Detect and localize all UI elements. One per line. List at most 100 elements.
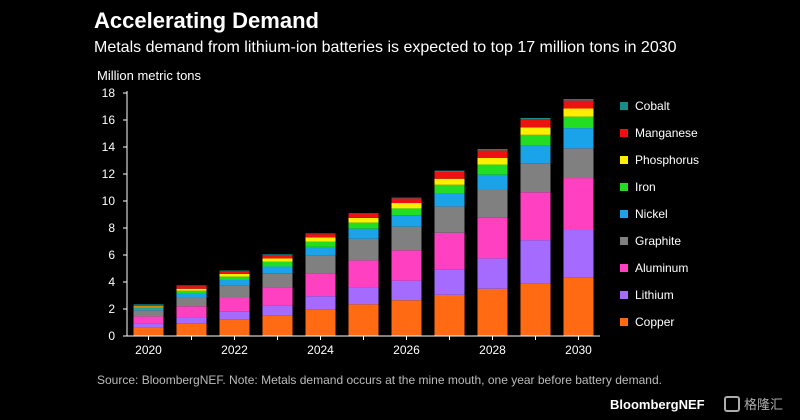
- bar-segment-cobalt: [477, 149, 508, 151]
- bar-segment-cobalt: [262, 254, 293, 255]
- y-tick-label: 18: [102, 86, 116, 100]
- bar-segment-copper: [262, 315, 293, 336]
- bar-segment-graphite: [305, 255, 336, 274]
- bar-segment-copper: [219, 319, 250, 336]
- bar-segment-manganese: [391, 198, 422, 204]
- legend-swatch-cobalt: [620, 102, 628, 110]
- bar-segment-manganese: [563, 100, 594, 109]
- bar-segment-graphite: [391, 226, 422, 251]
- bar-segment-lithium: [563, 230, 594, 278]
- bar-segment-iron: [305, 241, 336, 247]
- bar-segment-copper: [391, 300, 422, 336]
- bar-segment-aluminum: [219, 297, 250, 312]
- legend-label-iron: Iron: [635, 180, 656, 194]
- bar-segment-aluminum: [563, 178, 594, 231]
- bar-segment-nickel: [133, 308, 164, 311]
- bar-segment-copper: [434, 294, 465, 336]
- x-tick-label: 2024: [307, 343, 334, 357]
- bar-segment-graphite: [520, 163, 551, 193]
- bar-segment-aluminum: [176, 306, 207, 318]
- bar-segment-phosphorus: [391, 203, 422, 209]
- legend-label-lithium: Lithium: [635, 288, 674, 302]
- bar-segment-nickel: [520, 145, 551, 164]
- bar-segment-lithium: [391, 280, 422, 301]
- bar-segment-cobalt: [219, 270, 250, 272]
- bar-segment-aluminum: [434, 232, 465, 270]
- bar-segment-nickel: [176, 293, 207, 298]
- bar-segment-lithium: [305, 296, 336, 310]
- x-tick-label: 2020: [135, 343, 162, 357]
- bar-segment-lithium: [133, 323, 164, 328]
- bar-segment-manganese: [520, 119, 551, 128]
- bar-segment-phosphorus: [133, 306, 164, 307]
- bar-segment-iron: [219, 276, 250, 280]
- bar-segment-lithium: [434, 269, 465, 295]
- chart-subtitle: Metals demand from lithium-ion batteries…: [94, 39, 677, 56]
- watermark: 格隆汇: [724, 394, 783, 413]
- bar-segment-cobalt: [563, 99, 594, 101]
- legend-label-cobalt: Cobalt: [635, 99, 670, 113]
- bar-segment-iron: [563, 116, 594, 129]
- bar-segment-graphite: [348, 238, 379, 261]
- bar-segment-phosphorus: [262, 258, 293, 262]
- bar-segment-manganese: [348, 213, 379, 218]
- bar-segment-graphite: [262, 273, 293, 288]
- bar-segment-phosphorus: [563, 108, 594, 117]
- bar-segment-aluminum: [520, 192, 551, 241]
- bar-segment-iron: [348, 222, 379, 229]
- bar-segment-lithium: [520, 240, 551, 284]
- bar-segment-lithium: [219, 311, 250, 320]
- bar-segment-phosphorus: [520, 127, 551, 135]
- bar-segment-graphite: [176, 297, 207, 307]
- legend-label-phosphorus: Phosphorus: [635, 153, 699, 167]
- y-tick-label: 10: [102, 194, 116, 208]
- bar-segment-iron: [262, 261, 293, 267]
- y-axis-label: Million metric tons: [97, 68, 202, 83]
- bar-segment-aluminum: [305, 273, 336, 297]
- bar-segment-aluminum: [348, 260, 379, 288]
- bar-segment-manganese: [176, 286, 207, 289]
- bar-segment-iron: [477, 164, 508, 175]
- bar-segment-copper: [133, 327, 164, 336]
- bar-segment-lithium: [176, 317, 207, 324]
- bar-segment-graphite: [563, 148, 594, 179]
- bar-segment-cobalt: [348, 213, 379, 214]
- bar-segment-cobalt: [520, 117, 551, 120]
- bar-segment-copper: [477, 288, 508, 336]
- y-tick-label: 4: [108, 275, 115, 289]
- y-tick-label: 14: [102, 140, 116, 154]
- watermark-text: 格隆汇: [744, 398, 784, 413]
- bar-segment-graphite: [219, 285, 250, 298]
- bar-segment-graphite: [434, 206, 465, 233]
- bar-segment-copper: [563, 277, 594, 336]
- bar-segment-nickel: [262, 266, 293, 274]
- bar-segment-manganese: [219, 271, 250, 274]
- source-note: Source: BloombergNEF. Note: Metals deman…: [97, 373, 662, 387]
- y-tick-label: 2: [108, 302, 115, 316]
- x-tick-label: 2026: [393, 343, 420, 357]
- y-tick-label: 0: [108, 329, 115, 343]
- bar-segment-phosphorus: [176, 288, 207, 291]
- legend-label-aluminum: Aluminum: [635, 261, 688, 275]
- bar-segment-copper: [520, 283, 551, 336]
- y-tick-label: 6: [108, 248, 115, 262]
- bar-segment-copper: [348, 304, 379, 336]
- watermark-logo-icon: [724, 395, 740, 412]
- bar-segment-lithium: [262, 305, 293, 316]
- legend-swatch-aluminum: [620, 264, 628, 272]
- bar-segment-nickel: [348, 228, 379, 239]
- bar-segment-nickel: [477, 174, 508, 190]
- bar-segment-aluminum: [262, 287, 293, 306]
- legend-swatch-manganese: [620, 129, 628, 137]
- chart-title: Accelerating Demand: [94, 8, 319, 33]
- bar-segment-lithium: [477, 258, 508, 289]
- bar-segment-graphite: [133, 310, 164, 317]
- plot-area: 0 2 4 6 8 10 12 14 16 18 2020 2022 2024 2026 2028 2030: [102, 86, 600, 357]
- bar-segment-cobalt: [176, 285, 207, 287]
- legend-swatch-nickel: [620, 210, 628, 218]
- bar-segment-nickel: [563, 128, 594, 149]
- bar-segment-phosphorus: [219, 273, 250, 277]
- bar-segment-iron: [176, 290, 207, 294]
- bar-segment-iron: [520, 134, 551, 146]
- bar-segment-nickel: [219, 279, 250, 286]
